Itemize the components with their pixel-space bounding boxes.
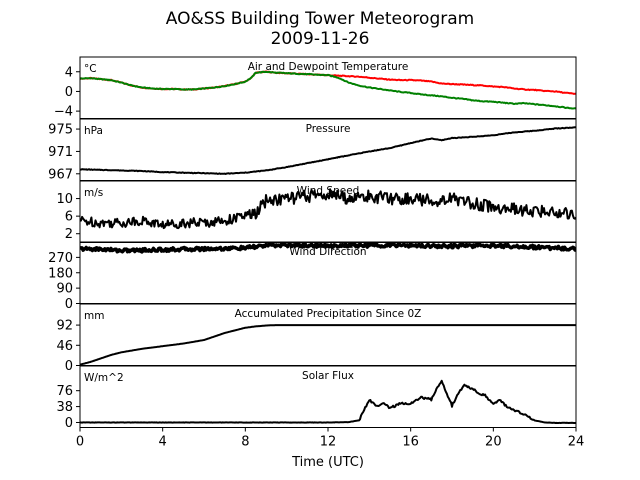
y-tick-label: 0 bbox=[65, 85, 73, 100]
y-tick-label: 180 bbox=[48, 266, 73, 281]
x-tick-label: 16 bbox=[402, 435, 419, 450]
y-tick-label: 0 bbox=[65, 359, 73, 374]
panel-1: −4 0 4 °C Air and Dewpoint Temperature bbox=[54, 56, 577, 120]
x-axis-label: Time (UTC) bbox=[291, 455, 364, 470]
y-tick-label: 6 bbox=[65, 210, 73, 225]
panel-5: 0 46 92 mm Accumulated Precipitation Since 0… bbox=[56, 303, 577, 374]
series-line-3-1 bbox=[80, 188, 576, 230]
x-tick-label: 4 bbox=[159, 435, 167, 450]
panel-2: 967 971 975 hPa Pressure bbox=[48, 118, 577, 182]
panel-title: Wind Direction bbox=[289, 246, 366, 258]
x-tick-label: 24 bbox=[568, 435, 585, 450]
y-tick-label: −4 bbox=[54, 105, 73, 120]
panel-3: 2 6 10 m/s Wind Speed bbox=[56, 180, 577, 243]
y-tick-label: 971 bbox=[48, 145, 73, 160]
x-tick-label: 12 bbox=[320, 435, 337, 450]
panel-title: Solar Flux bbox=[302, 370, 354, 382]
y-tick-label: 975 bbox=[48, 123, 73, 138]
y-tick-label: 46 bbox=[56, 339, 73, 354]
series-line-6-1 bbox=[80, 379, 576, 424]
panel-title: Wind Speed bbox=[297, 185, 360, 197]
panel-unit-label: hPa bbox=[84, 125, 103, 137]
panel-title: Pressure bbox=[306, 123, 351, 135]
series-line-2-1 bbox=[80, 126, 576, 175]
x-tick-label: 0 bbox=[76, 435, 84, 450]
y-tick-label: 967 bbox=[48, 167, 73, 182]
series-line-4-1 bbox=[80, 242, 576, 254]
series-line-5-1 bbox=[80, 324, 576, 366]
y-tick-label: 76 bbox=[56, 384, 73, 399]
y-tick-label: 38 bbox=[56, 400, 73, 415]
y-tick-label: 2 bbox=[65, 227, 73, 242]
y-tick-label: 270 bbox=[48, 251, 73, 266]
panel-unit-label: W/m^2 bbox=[84, 372, 124, 384]
panel-unit-label: °C bbox=[84, 63, 97, 75]
y-tick-label: 90 bbox=[56, 282, 73, 297]
y-tick-label: 0 bbox=[65, 416, 73, 431]
x-tick-label: 20 bbox=[485, 435, 502, 450]
x-axis: 0 4 8 12 16 20 24 bbox=[76, 427, 585, 450]
series-line-1-2 bbox=[80, 70, 576, 110]
chart-title-line1: AO&SS Building Tower Meteorogram bbox=[166, 9, 474, 29]
y-tick-label: 0 bbox=[65, 297, 73, 312]
y-tick-label: 10 bbox=[56, 192, 73, 207]
panel-unit-label: mm bbox=[84, 310, 104, 322]
y-tick-label: 4 bbox=[65, 65, 73, 80]
chart-title-line2: 2009-11-26 bbox=[271, 29, 370, 49]
x-tick-label: 8 bbox=[241, 435, 249, 450]
panel-title: Air and Dewpoint Temperature bbox=[248, 61, 409, 73]
panels-group: −4 0 4 °C Air and Dewpoint Temperature 967 971… bbox=[48, 56, 577, 431]
panel-title: Accumulated Precipitation Since 0Z bbox=[235, 308, 422, 320]
panel-unit-label: m/s bbox=[84, 187, 103, 199]
y-tick-label: 92 bbox=[56, 319, 73, 334]
